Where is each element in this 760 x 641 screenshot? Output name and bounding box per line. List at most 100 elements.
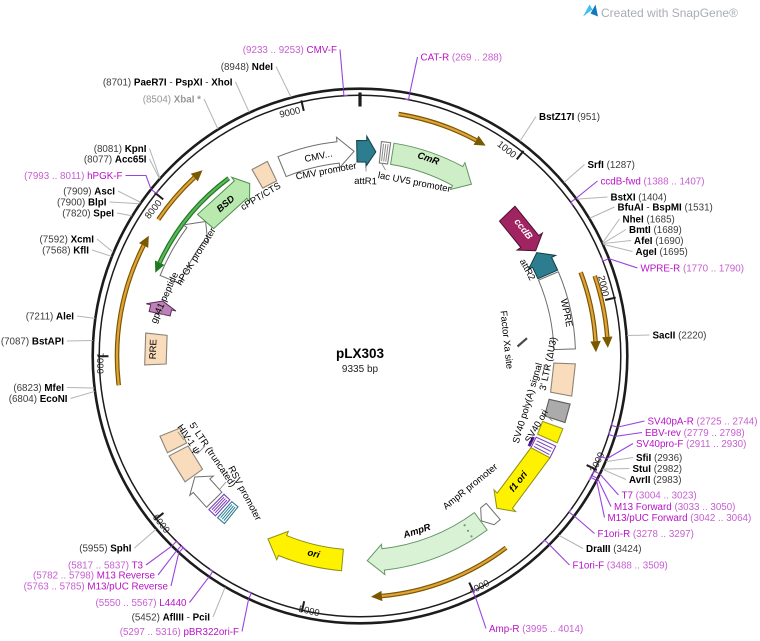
enzyme-label-SphI: (5955) SphI [79, 544, 132, 555]
primer-mark-T3 [172, 541, 177, 546]
primer-mark-foot-SV40pA-R [611, 421, 613, 426]
tick-3000 [586, 464, 597, 471]
enzyme-label-BfuAI - BspMI: BfuAI - BspMI (1531) [618, 203, 713, 214]
feature-cmv-promoter [277, 136, 355, 178]
primer-mark-foot-M13/pUC Reverse [182, 547, 187, 551]
orf-arc-orange-0-edge [398, 111, 478, 143]
primer-label-ccdB-fwd: ccdB-fwd (1388 .. 1407) [601, 177, 705, 188]
feature-BSD [196, 176, 251, 230]
primer-mark-foot-T3 [176, 541, 180, 545]
feature-AmpR-dot [470, 535, 473, 538]
enzyme-label-BlpI: (7900) BlpI [57, 198, 107, 209]
stripe [383, 144, 387, 162]
primer-leader-layer [125, 49, 645, 632]
feature-5p-ltr [168, 445, 204, 483]
stripe [211, 496, 225, 511]
feature-sv40-polya [543, 398, 571, 424]
feature-label-RRE-0: RRE [148, 339, 160, 359]
primer-mark-foot-Amp-R [472, 588, 477, 592]
primer-leader-F1ori-R [573, 515, 595, 534]
primer-leader-WPRE-R [608, 258, 638, 269]
feature-leader-lac-uv5-promoter-0 [381, 163, 386, 171]
feature-ampr-promoter [480, 502, 501, 526]
enzyme-leader-Acc65I [149, 158, 160, 179]
primer-leader-M13 Forward [597, 478, 612, 507]
feature-gp41-peptide [146, 300, 177, 317]
enzyme-label-SfiI: SfiI (2936) [636, 453, 682, 464]
enzyme-label-SacII: SacII (2220) [653, 331, 707, 342]
enzyme-leader-XbaI * [203, 98, 219, 130]
feature-label-attR1-0: attR1 [354, 176, 377, 188]
tick-9000 [300, 100, 305, 112]
feature-hpgk-promoter [159, 220, 209, 285]
primer-mark-T7 [593, 470, 600, 475]
primer-leader-M13/pUC Forward [596, 480, 606, 518]
primer-leader-M13/pUC Reverse [170, 552, 180, 587]
enzyme-leader-NheI [602, 218, 620, 244]
primer-label-F1ori-R: F1ori-R (3278 .. 3297) [598, 529, 694, 540]
primer-mark-foot-M13/pUC Forward [588, 477, 592, 481]
primer-label-CMV-F: (9233 .. 9253) CMV-F [243, 45, 337, 56]
enzyme-label-MfeI: (6823) MfeI [13, 383, 64, 394]
primer-leader-pBR322ori-F [241, 598, 250, 632]
primer-mark-foot-T7 [591, 470, 595, 475]
enzyme-label-KpnI: (8081) KpnI [94, 144, 147, 155]
features-layer [144, 134, 576, 576]
enzyme-leader-AscI [117, 190, 141, 203]
feature-leader-gp41-peptide-0 [161, 307, 164, 316]
primer-label-pBR322ori-F: (5297 .. 5316) pBR322ori-F [120, 627, 239, 638]
primer-leader-SV40pro-F [606, 443, 634, 460]
primer-label-CAT-R: CAT-R (269 .. 288) [421, 53, 503, 64]
primer-label-L4440: (5550 .. 5567) L4440 [96, 598, 188, 609]
enzyme-label-SpeI: (7820) SpeI [62, 209, 114, 220]
primer-leader-Amp-R [474, 596, 487, 629]
enzyme-label-BstXI: BstXI (1404) [611, 193, 667, 204]
watermark-text: Created with SnapGene® [601, 6, 738, 20]
feature-CmR [389, 142, 473, 191]
primer-mark-F1ori-F [544, 539, 550, 545]
tick-label-9000: 9000 [278, 105, 301, 120]
primer-label-M13/pUC Reverse: (5763 .. 5785) M13/pUC Reverse [24, 582, 169, 593]
primer-label-M13 Forward: M13 Forward (3033 .. 3050) [614, 502, 735, 513]
primer-mark-foot-pBR322ori-F [247, 590, 252, 594]
feature-factor-xa-site [516, 337, 528, 348]
enzyme-label-AfeI: AfeI (1690) [634, 236, 684, 247]
enzyme-labels-layer: (8948) NdeI (8701) PaeR7I - PspXI - XhoI (… [1, 62, 713, 624]
feature-leader-hiv1-psi-0 [177, 431, 185, 441]
primer-label-F1ori-F: F1ori-F (3488 .. 3509) [573, 561, 668, 572]
stripe [533, 445, 550, 455]
primer-label-M13/pUC Forward: M13/pUC Forward (3042 .. 3064) [608, 513, 752, 524]
enzyme-label-EcoNI: (6804) EcoNI [9, 394, 68, 405]
enzyme-label-Acc65I: (8077) Acc65I [84, 155, 147, 166]
stripe [213, 498, 226, 512]
snapgene-logo-icon-right [590, 4, 598, 17]
primer-mark-foot-SV40pro-F [598, 456, 602, 460]
primer-mark-foot-hPGK-F [155, 190, 160, 194]
primer-mark-L4440 [209, 571, 214, 577]
enzyme-leader-BmtI [602, 229, 627, 244]
primer-leader-EBV-rev [614, 431, 643, 438]
orf-arcs-layer [114, 111, 613, 602]
primer-label-SV40pro-F: SV40pro-F (2911 .. 2930) [636, 439, 746, 450]
orf-arc-orange-2-core [593, 275, 609, 337]
orf-arc-orange-4-head [138, 235, 149, 248]
enzyme-label-AvrII: AvrII (2983) [629, 475, 681, 486]
snapgene-logo-icon-left [583, 4, 593, 17]
enzyme-leader-SphI [134, 529, 157, 549]
feature-attR2 [527, 252, 559, 280]
primer-label-WPRE-R: WPRE-R (1770 .. 1790) [641, 264, 744, 275]
orf-arc-orange-1-core [579, 271, 597, 342]
primer-label-T3: (5817 .. 5837) T3 [68, 561, 144, 572]
feature-leader-sv40-polya-0 [543, 364, 551, 371]
feature-label-factor-xa-site-0: Factor Xa site [498, 310, 515, 369]
stripe [381, 143, 385, 162]
enzyme-leader-XcmI [96, 238, 114, 253]
primer-mark-Amp-R [472, 591, 476, 597]
enzyme-leader-KpnI [149, 148, 161, 179]
orf-arc-orange-1-head [590, 340, 601, 353]
enzyme-leader-EcoNI [70, 390, 95, 399]
stripe [214, 499, 228, 514]
feature-leader-sv40-ori-0 [546, 415, 553, 422]
tick-1000 [516, 150, 525, 160]
